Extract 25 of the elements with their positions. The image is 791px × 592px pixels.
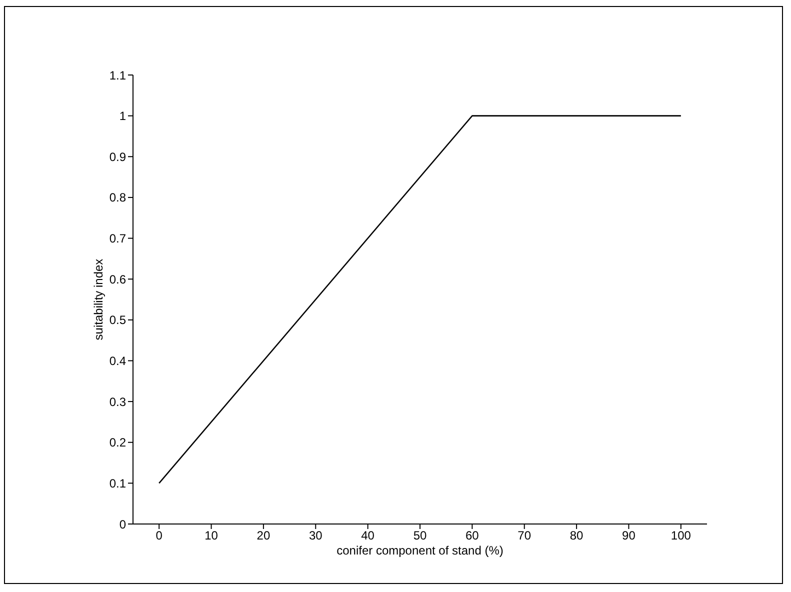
y-tick-label: 1 (119, 109, 126, 124)
y-tick-label: 0 (119, 517, 126, 532)
y-tick-label: 0.7 (109, 232, 126, 246)
x-tick-label: 30 (308, 528, 323, 543)
y-tick-label: 0.3 (109, 394, 126, 409)
x-axis-title: conifer component of stand (%) (336, 544, 504, 558)
x-tick-label: 20 (256, 528, 270, 543)
y-tick-label: 0.9 (109, 150, 126, 164)
x-tick-label: 50 (413, 528, 427, 543)
y-tick-label: 1.1 (109, 68, 126, 82)
x-tick-label: 90 (622, 528, 636, 543)
y-tick-label: 0.6 (109, 272, 126, 286)
x-tick-label: 10 (204, 528, 218, 543)
y-tick-label: 0.1 (109, 476, 126, 490)
x-tick-label: 0 (156, 528, 163, 543)
y-axis-title: suitability index (91, 258, 106, 340)
x-tick-label: 80 (570, 528, 584, 543)
x-tick-label: 40 (361, 528, 375, 543)
y-tick-label: 0.4 (109, 354, 126, 368)
y-tick-label: 0.8 (109, 190, 126, 205)
y-tick-label: 0.2 (109, 436, 126, 450)
x-tick-label: 100 (670, 528, 692, 543)
y-tick-label: 0.5 (109, 313, 126, 328)
x-tick-label: 60 (466, 528, 480, 543)
x-tick-label: 70 (518, 528, 532, 543)
